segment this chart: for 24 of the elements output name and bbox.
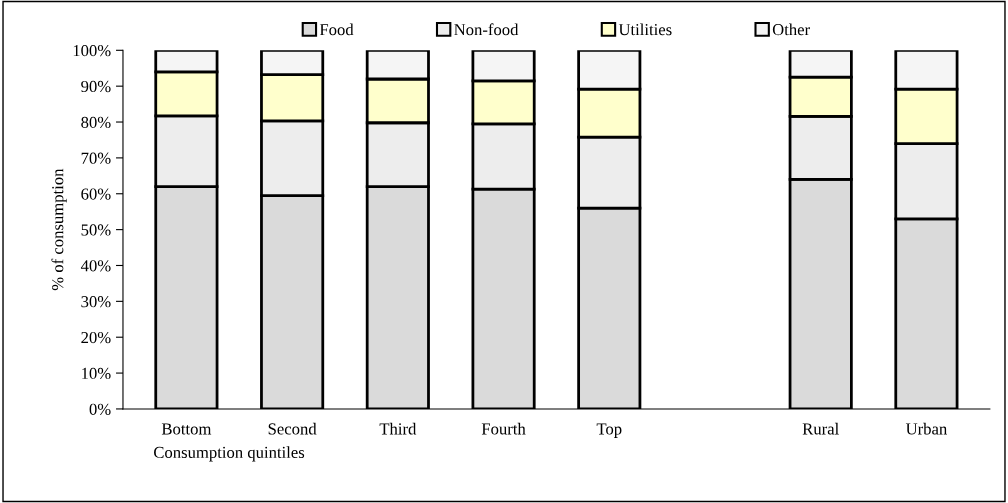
x-tick-label: Bottom (161, 423, 212, 435)
y-tick-label: 100% (73, 45, 111, 57)
y-axis-title: % of consumption (51, 168, 67, 291)
y-tick-label: 40% (80, 260, 111, 272)
y-tick-label: 0% (89, 403, 111, 415)
legend-label: Food (319, 23, 354, 36)
legend-label: Utilities (618, 23, 672, 36)
y-tick-label: 80% (81, 116, 111, 129)
legend-label: Non-food (454, 23, 519, 36)
x-tick-label: Fourth (481, 422, 526, 435)
y-tick-label: 70% (81, 152, 111, 164)
y-tick-label: 20% (81, 331, 111, 344)
y-tick-label: 30% (81, 296, 111, 308)
x-tick-label: Second (268, 422, 317, 435)
y-tick-label: 10% (82, 367, 111, 380)
x-axis-title: Consumption quintiles (154, 446, 305, 462)
x-tick-label: Urban (905, 422, 947, 435)
y-tick-label: 60% (81, 188, 111, 200)
x-tick-label: Top (596, 423, 622, 438)
x-tick-label: Third (379, 422, 417, 435)
y-tick-label: 50% (81, 224, 111, 236)
x-tick-label: Rural (802, 422, 839, 435)
y-tick-label: 90% (81, 80, 111, 93)
legend-label: Other (772, 23, 810, 36)
